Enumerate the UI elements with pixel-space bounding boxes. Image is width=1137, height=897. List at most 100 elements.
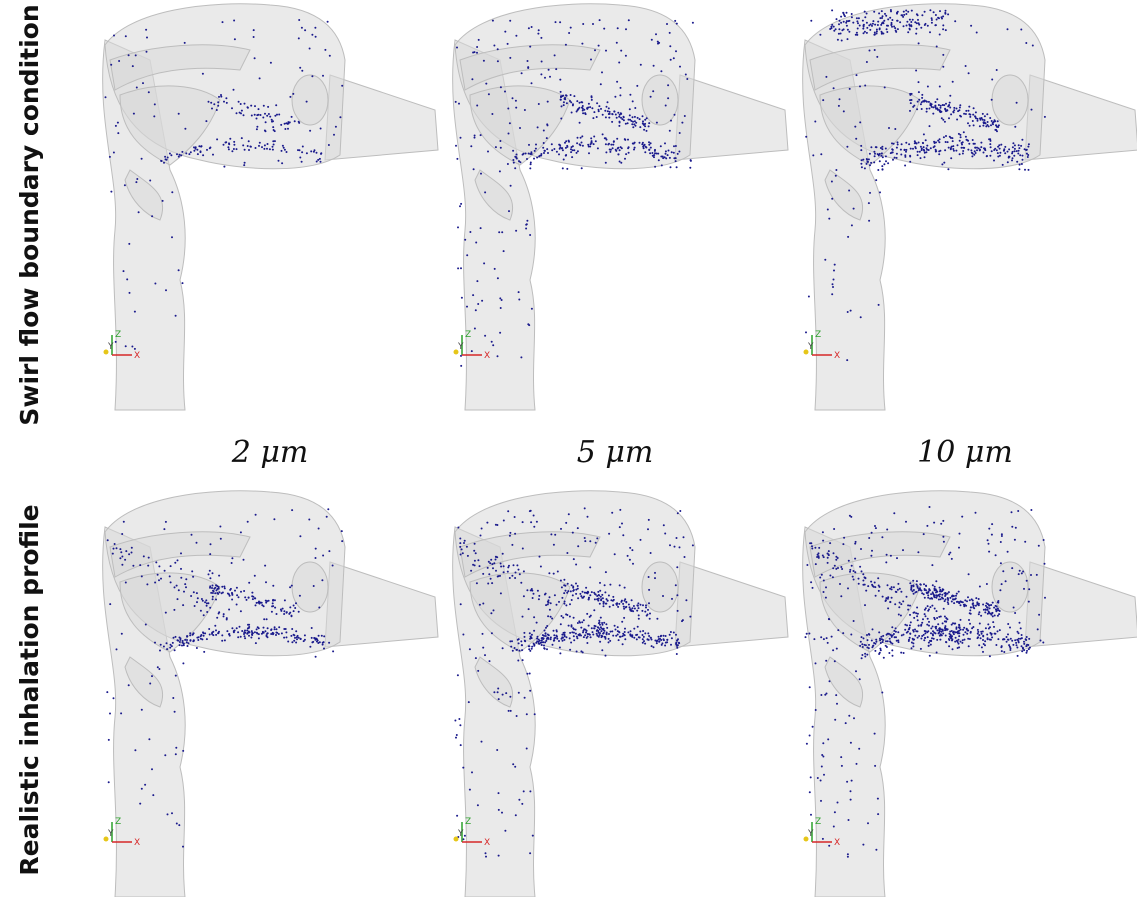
- particle: [971, 155, 973, 157]
- particle: [642, 115, 644, 117]
- particle: [261, 604, 263, 606]
- particle: [182, 846, 184, 848]
- particle: [134, 311, 136, 313]
- particle: [923, 149, 925, 151]
- particle: [138, 211, 140, 213]
- particle: [226, 102, 228, 104]
- particle: [831, 9, 833, 11]
- particle: [573, 635, 575, 637]
- particle: [1019, 164, 1021, 166]
- particle: [1028, 601, 1030, 603]
- particle: [1004, 152, 1006, 154]
- particle: [825, 76, 827, 78]
- particle: [207, 602, 209, 604]
- particle: [881, 32, 883, 34]
- particle: [497, 48, 499, 50]
- particle: [990, 124, 992, 126]
- particle: [1018, 573, 1020, 575]
- particle: [488, 93, 490, 95]
- particle: [311, 34, 313, 36]
- particle: [879, 28, 881, 30]
- particle: [869, 164, 871, 166]
- particle: [563, 104, 565, 106]
- particle: [673, 152, 675, 154]
- particle: [181, 645, 183, 647]
- particle: [565, 44, 567, 46]
- particle: [863, 32, 865, 34]
- particle: [953, 111, 955, 113]
- particle: [936, 617, 938, 619]
- particle: [634, 608, 636, 610]
- particle: [846, 781, 848, 783]
- particle: [588, 597, 590, 599]
- inlet: [642, 562, 678, 612]
- particle: [975, 605, 977, 607]
- particle: [272, 602, 274, 604]
- particle: [141, 575, 143, 577]
- particle: [862, 159, 864, 161]
- particle: [876, 29, 878, 31]
- particle: [260, 114, 262, 116]
- particle: [588, 625, 590, 627]
- particle: [648, 122, 650, 124]
- particle: [525, 228, 527, 230]
- particle: [836, 648, 838, 650]
- particle: [942, 66, 944, 68]
- particle: [529, 690, 531, 692]
- particle: [613, 599, 615, 601]
- particle: [1015, 527, 1017, 529]
- particle: [317, 642, 319, 644]
- particle: [679, 132, 681, 134]
- particle: [926, 111, 928, 113]
- particle: [132, 65, 134, 67]
- particle: [244, 635, 246, 637]
- particle: [808, 633, 810, 635]
- particle: [107, 539, 109, 541]
- particle: [959, 107, 961, 109]
- particle: [1007, 151, 1009, 153]
- particle: [648, 576, 650, 578]
- particle: [935, 150, 937, 152]
- particle: [481, 300, 483, 302]
- particle: [154, 283, 156, 285]
- particle: [298, 122, 300, 124]
- particle: [1018, 638, 1020, 640]
- particle: [553, 634, 555, 636]
- particle: [500, 86, 502, 88]
- particle: [1001, 645, 1003, 647]
- particle: [879, 153, 881, 155]
- particle: [215, 634, 217, 636]
- particle: [249, 631, 251, 633]
- particle: [455, 145, 457, 147]
- particle: [327, 508, 329, 510]
- particle: [891, 26, 893, 28]
- airway-panel: ZXY: [453, 4, 788, 410]
- particle: [877, 21, 879, 23]
- particle: [172, 642, 174, 644]
- particle: [148, 738, 150, 740]
- particle: [957, 144, 959, 146]
- particle: [221, 586, 223, 588]
- particle: [675, 50, 677, 52]
- particle: [509, 577, 511, 579]
- particle: [488, 561, 490, 563]
- particle: [519, 573, 521, 575]
- particle: [956, 119, 958, 121]
- particle: [210, 592, 212, 594]
- particle: [466, 546, 468, 548]
- particle: [580, 595, 582, 597]
- particle: [489, 562, 491, 564]
- particle: [873, 161, 875, 163]
- particle: [285, 122, 287, 124]
- particle: [536, 521, 538, 523]
- particle: [927, 597, 929, 599]
- particle: [516, 715, 518, 717]
- particle: [1001, 583, 1003, 585]
- particle: [1014, 144, 1016, 146]
- particle: [944, 625, 946, 627]
- particle: [939, 10, 941, 12]
- particle: [848, 715, 850, 717]
- particle: [1044, 116, 1046, 118]
- particle: [572, 586, 574, 588]
- particle: [678, 151, 680, 153]
